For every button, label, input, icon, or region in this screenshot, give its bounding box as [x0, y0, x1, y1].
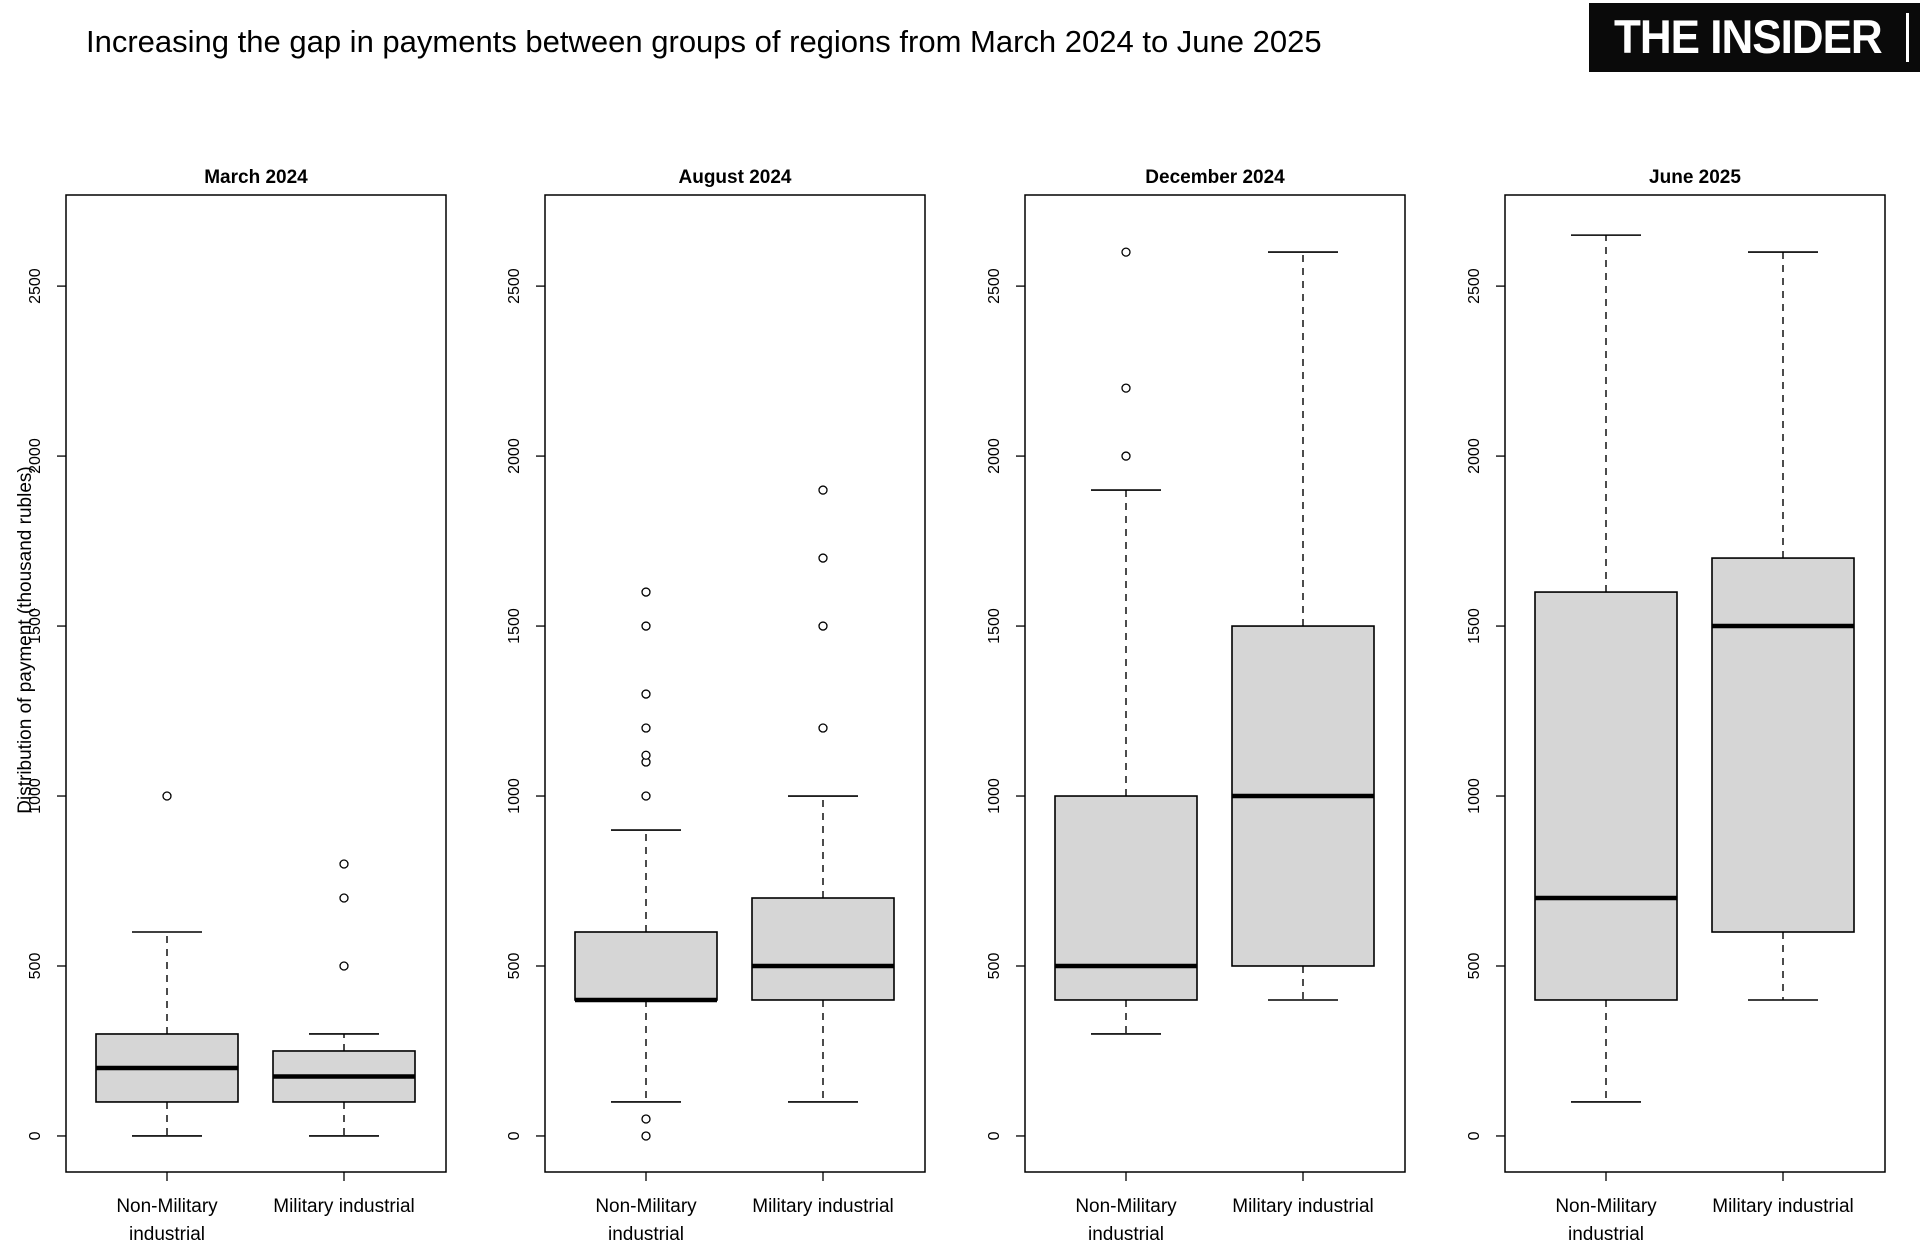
logo-the-insider: THE INSIDER: [1589, 3, 1920, 72]
panel-title: June 2025: [1649, 167, 1741, 188]
panel-border: [544, 194, 926, 1173]
logo-text: THE INSIDER: [1614, 10, 1883, 64]
boxplot-box: [1711, 557, 1855, 933]
panel-title: August 2024: [679, 167, 792, 188]
x-category-label: Non-Military: [1555, 1196, 1657, 1217]
y-tick-label: 2500: [506, 268, 523, 304]
y-tick-label: 1500: [506, 608, 523, 644]
x-category-label: Military industrial: [273, 1196, 414, 1217]
panel-border: [1504, 194, 1886, 1173]
y-tick-label: 500: [27, 953, 44, 980]
outlier-point: [1121, 383, 1131, 393]
x-category-label: industrial: [1568, 1224, 1644, 1245]
y-tick-label: 1500: [27, 608, 44, 644]
y-tick-label: 1000: [506, 778, 523, 814]
x-category-label: Non-Military: [595, 1196, 697, 1217]
y-tick-label: 2000: [27, 438, 44, 474]
y-tick-label: 1000: [27, 778, 44, 814]
outlier-point: [641, 1114, 651, 1124]
outlier-point: [818, 723, 828, 733]
x-category-label: industrial: [608, 1224, 684, 1245]
y-tick-label: 1000: [1466, 778, 1483, 814]
y-tick-label: 1000: [986, 778, 1003, 814]
y-tick-label: 2500: [1466, 268, 1483, 304]
outlier-point: [641, 621, 651, 631]
outlier-point: [641, 587, 651, 597]
boxplot-box: [1054, 795, 1198, 1001]
x-category-label: industrial: [1088, 1224, 1164, 1245]
y-tick-label: 500: [1466, 953, 1483, 980]
panel-title: December 2024: [1145, 167, 1285, 188]
outlier-point: [1121, 451, 1131, 461]
panel-title: March 2024: [204, 167, 308, 188]
x-category-label: industrial: [129, 1224, 205, 1245]
outlier-point: [641, 750, 651, 760]
x-category-label: Military industrial: [752, 1196, 893, 1217]
outlier-point: [818, 621, 828, 631]
boxplot-box: [574, 931, 718, 1001]
x-category-label: Non-Military: [1075, 1196, 1177, 1217]
x-category-label: Military industrial: [1232, 1196, 1373, 1217]
panel-border: [65, 194, 447, 1173]
y-tick-label: 1500: [986, 608, 1003, 644]
boxplot-box: [1534, 591, 1678, 1001]
outlier-point: [818, 485, 828, 495]
y-tick-label: 0: [27, 1131, 44, 1140]
y-tick-label: 0: [1466, 1131, 1483, 1140]
outlier-point: [641, 723, 651, 733]
outlier-point: [162, 791, 172, 801]
x-category-label: Military industrial: [1712, 1196, 1853, 1217]
x-category-label: Non-Military: [116, 1196, 218, 1217]
outlier-point: [339, 961, 349, 971]
logo-divider-bar: [1906, 13, 1909, 62]
outlier-point: [641, 791, 651, 801]
outlier-point: [1121, 247, 1131, 257]
y-tick-label: 2500: [27, 268, 44, 304]
chart-title: Increasing the gap in payments between g…: [86, 24, 1322, 59]
outlier-point: [339, 893, 349, 903]
y-tick-label: 500: [986, 953, 1003, 980]
outlier-point: [818, 553, 828, 563]
y-tick-label: 0: [506, 1131, 523, 1140]
y-tick-label: 2500: [986, 268, 1003, 304]
panel-border: [1024, 194, 1406, 1173]
boxplot-box: [751, 897, 895, 1001]
y-tick-label: 2000: [1466, 438, 1483, 474]
y-tick-label: 2000: [986, 438, 1003, 474]
y-tick-label: 0: [986, 1131, 1003, 1140]
y-tick-label: 1500: [1466, 608, 1483, 644]
outlier-point: [641, 1131, 651, 1141]
outlier-point: [339, 859, 349, 869]
y-tick-label: 500: [506, 953, 523, 980]
y-tick-label: 2000: [506, 438, 523, 474]
outlier-point: [641, 689, 651, 699]
